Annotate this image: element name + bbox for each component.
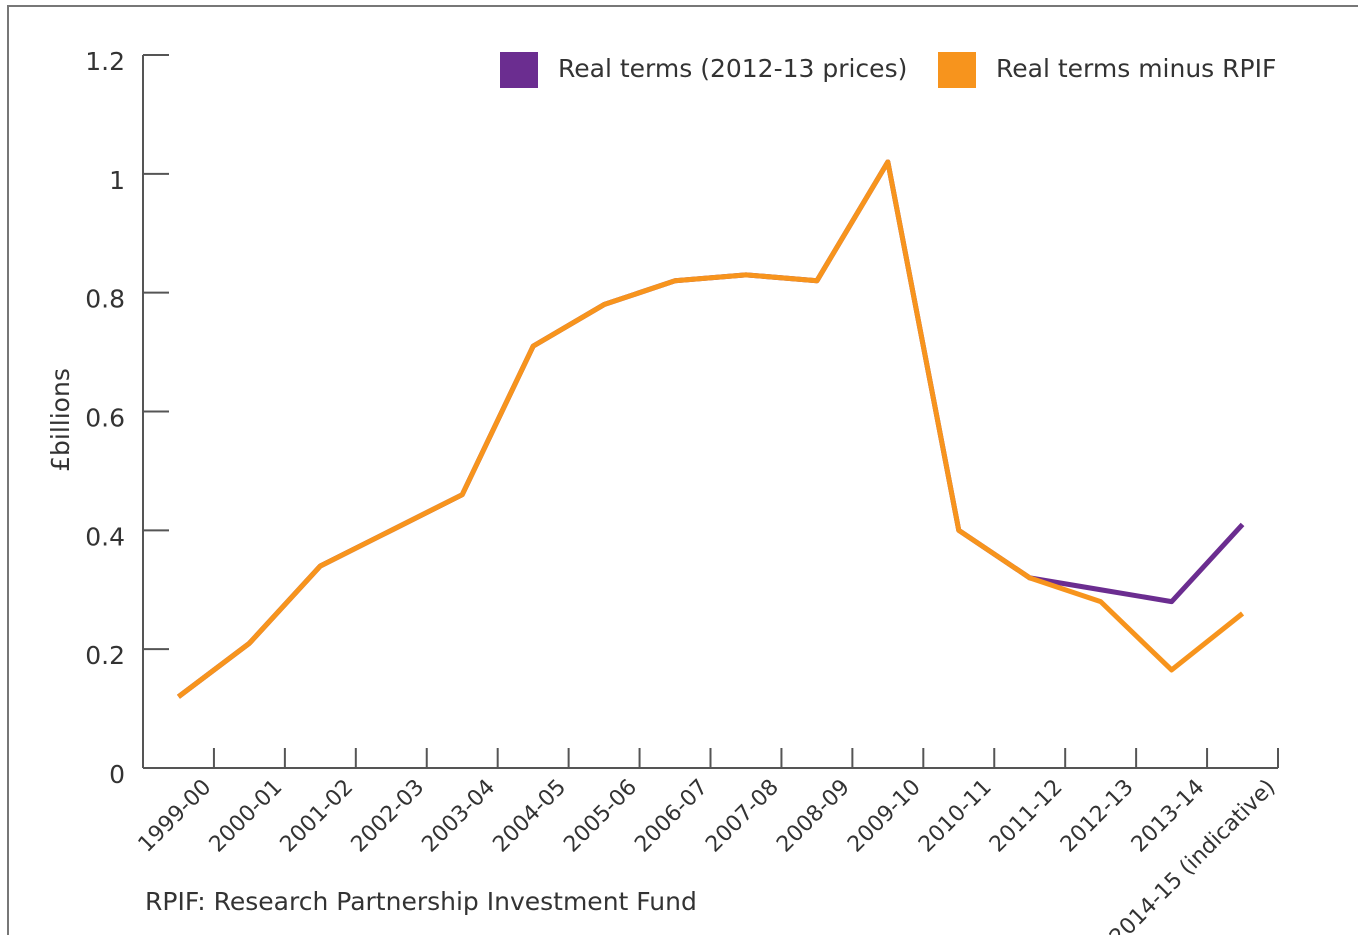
y-tick-label: 1 (109, 166, 125, 195)
x-tick-label: 2007-08 (701, 775, 784, 858)
legend-label: Real terms minus RPIF (996, 54, 1276, 83)
x-tick-label: 2003-04 (417, 775, 500, 858)
x-tick-label: 1999-00 (134, 775, 217, 858)
y-tick-label: 0.6 (85, 404, 125, 433)
y-axis-label: £billions (46, 368, 75, 472)
x-tick-label: 2010-11 (914, 775, 997, 858)
legend-swatch (500, 52, 538, 88)
x-tick-label: 2008-09 (772, 775, 855, 858)
x-tick-label: 2000-01 (205, 775, 288, 858)
x-tick-label: 2002-03 (347, 775, 430, 858)
x-tick-label: 2004-05 (488, 775, 571, 858)
x-tick-label: 2001-02 (276, 775, 359, 858)
y-tick-label: 0 (109, 760, 125, 789)
series-line (176, 159, 1245, 699)
series-line (176, 159, 1245, 699)
x-tick-label: 2011-12 (985, 775, 1068, 858)
x-tick-label: 2005-06 (559, 775, 642, 858)
x-tick-label: 2006-07 (630, 775, 713, 858)
y-tick-label: 0.2 (85, 641, 125, 670)
x-tick-label: 2009-10 (843, 775, 926, 858)
x-tick-label: 2012-13 (1056, 775, 1139, 858)
legend-swatch (938, 52, 976, 88)
y-tick-label: 0.8 (85, 285, 125, 314)
y-tick-label: 0.4 (85, 522, 125, 551)
legend-label: Real terms (2012-13 prices) (558, 54, 907, 83)
y-tick-label: 1.2 (85, 47, 125, 76)
footnote: RPIF: Research Partnership Investment Fu… (145, 887, 697, 916)
frame (7, 5, 1358, 935)
